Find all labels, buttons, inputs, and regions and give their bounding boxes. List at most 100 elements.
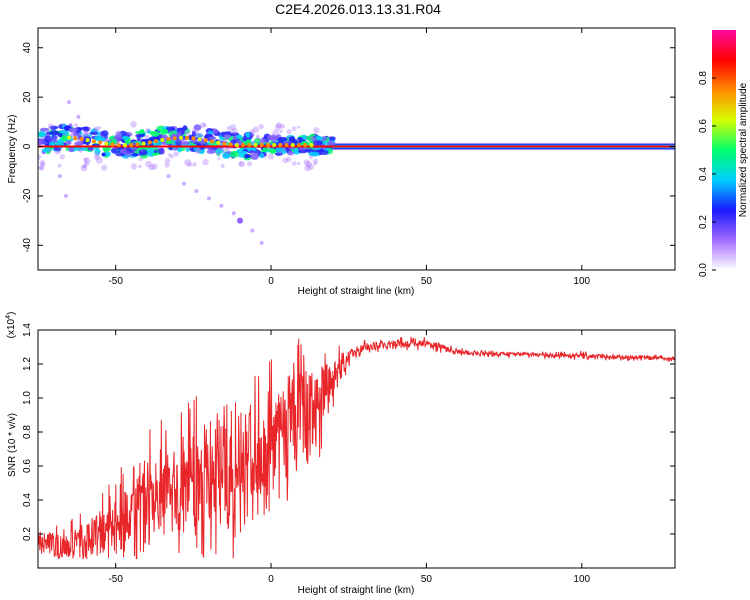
spectrogram-ridge-peak [141, 141, 146, 146]
spectrogram-halo-cell [116, 130, 121, 136]
snr-scale-exponent: 4 [5, 315, 12, 319]
snr-x-tick-label: 50 [421, 574, 433, 585]
spectrogram-cell [94, 135, 104, 142]
spectrogram-halo-cell [94, 151, 100, 157]
snr-y-ticks: 0.2 0.4 0.6 0.8 1.0 1.2 1.4 [22, 323, 675, 541]
spectrogram-halo-cell [57, 163, 62, 168]
spectrogram-cell [158, 147, 165, 155]
spectrogram-halo-cell [249, 129, 256, 135]
spectrogram-cell [213, 129, 219, 134]
descending-scatter-point [194, 188, 199, 193]
spectrogram-cell [246, 154, 252, 158]
spectrogram-halo-cell [221, 146, 228, 153]
spectrogram-cell [306, 135, 313, 142]
spectrogram-halo-cell [252, 126, 260, 133]
spectrogram-ridge-peak [241, 143, 246, 148]
spectrogram-cell [42, 147, 51, 153]
spectrogram-halo-cell [229, 124, 237, 131]
spectrogram-cell [120, 148, 128, 155]
spectrogram-halo-cell [38, 154, 42, 161]
spectrogram-halo-cell [138, 157, 143, 162]
spectrogram-halo-cell [222, 134, 229, 141]
snr-y-tick-label: 1.0 [22, 391, 33, 405]
spectrogram-halo-cell [179, 139, 186, 146]
spectrogram-ridge-peak [160, 137, 165, 142]
spectrogram-cell [101, 130, 109, 137]
spectrogram-halo-cell [162, 142, 166, 146]
spectrogram-ridge-peak [154, 139, 159, 144]
spectrogram-halo-cell [195, 147, 202, 154]
spectrogram-halo-cell [148, 164, 155, 171]
spectrogram-cell [57, 132, 63, 138]
descending-scatter-point [166, 174, 171, 179]
colorbar-gradient [712, 30, 736, 270]
spectrogram-y-ticks: -40 -20 0 20 40 [22, 42, 675, 253]
spectrogram-x-tick-label: -50 [108, 276, 123, 287]
spectrogram-cell [274, 152, 283, 156]
spectrogram-halo-cell [296, 161, 301, 166]
high-scatter-point [82, 164, 87, 169]
snr-y-tick-label: 0.8 [22, 425, 33, 439]
spectrogram-halo-cell [286, 129, 292, 135]
spectrogram-halo-cell [77, 147, 83, 153]
spectrogram-halo-cell [313, 161, 318, 166]
spectrogram-halo-cell [197, 132, 203, 139]
spectrogram-cell [328, 136, 336, 141]
spectrogram-halo-cell [217, 157, 221, 161]
spectrogram-halo-cell [285, 139, 290, 143]
spectrogram-halo-cell [272, 129, 280, 137]
spectrogram-halo-cell [308, 136, 314, 142]
spectrogram-halo-cell [83, 130, 90, 136]
spectrogram-cell [242, 135, 248, 142]
spectrogram-halo-cell [247, 161, 253, 167]
spectrogram-halo-cell [215, 151, 221, 157]
spectrogram-halo-cell [305, 161, 312, 168]
spectrogram-halo-cell [312, 158, 319, 164]
spectrogram-cell [166, 126, 173, 131]
snr-y-tick-label: 1.4 [22, 323, 33, 337]
spectrogram-x-tick-label: 0 [268, 276, 274, 287]
spectrogram-cell [51, 133, 58, 141]
spectrogram-ridge-peak [272, 143, 277, 148]
spectrogram-halo-cell [238, 161, 243, 166]
high-scatter-point [63, 193, 68, 198]
spectrogram-ridge-peak [210, 139, 215, 144]
spectrogram-ridge-peak [265, 143, 270, 148]
snr-scale-prefix: (x10 [6, 318, 17, 338]
spectrogram-halo-cell [39, 165, 44, 170]
spectrogram-halo-cell [194, 148, 201, 155]
spectrogram-halo-cell [171, 131, 176, 136]
descending-scatter-point [182, 181, 187, 186]
spectrogram-ridge-peak [216, 140, 221, 145]
spectrogram-cell [269, 149, 277, 154]
snr-y-axis-label: SNR (10 * v/v) [7, 413, 18, 477]
descending-scatter-point [231, 211, 236, 216]
spectrogram-heatmap [38, 100, 675, 245]
spectrogram-ridge-peak [135, 142, 140, 147]
spectrogram-halo-cell [83, 157, 91, 164]
spectrogram-halo-cell [291, 126, 297, 132]
spectrogram-halo-cell [119, 148, 124, 152]
descending-scatter-point [236, 217, 243, 224]
spectrogram-cell [147, 147, 155, 155]
spectrogram-halo-cell [297, 125, 301, 129]
spectrogram-y-tick-label: 0 [22, 143, 33, 149]
spectrogram-cell [259, 152, 265, 159]
spectrogram-halo-cell [70, 129, 74, 134]
spectrogram-halo-cell [290, 151, 295, 157]
spectrogram-cell [148, 131, 157, 135]
spectrogram-halo-cell [226, 146, 231, 152]
spectrogram-halo-cell [161, 151, 166, 155]
spectrogram-halo-cell [77, 139, 84, 146]
spectrogram-halo-cell [101, 164, 108, 171]
spectrogram-halo-cell [54, 148, 61, 155]
spectrogram-ridge-peak [228, 142, 233, 147]
spectrogram-frame [37, 27, 676, 271]
spectrogram-halo-cell [145, 128, 151, 134]
spectrogram-cell [226, 131, 231, 135]
colorbar-tick-label: 0.4 [698, 167, 709, 181]
svg-text:(x104): (x104) [5, 312, 17, 339]
spectrogram-halo-cell [279, 129, 283, 133]
spectrogram-halo-cell [97, 125, 102, 130]
spectrogram-halo-cell [125, 132, 129, 137]
